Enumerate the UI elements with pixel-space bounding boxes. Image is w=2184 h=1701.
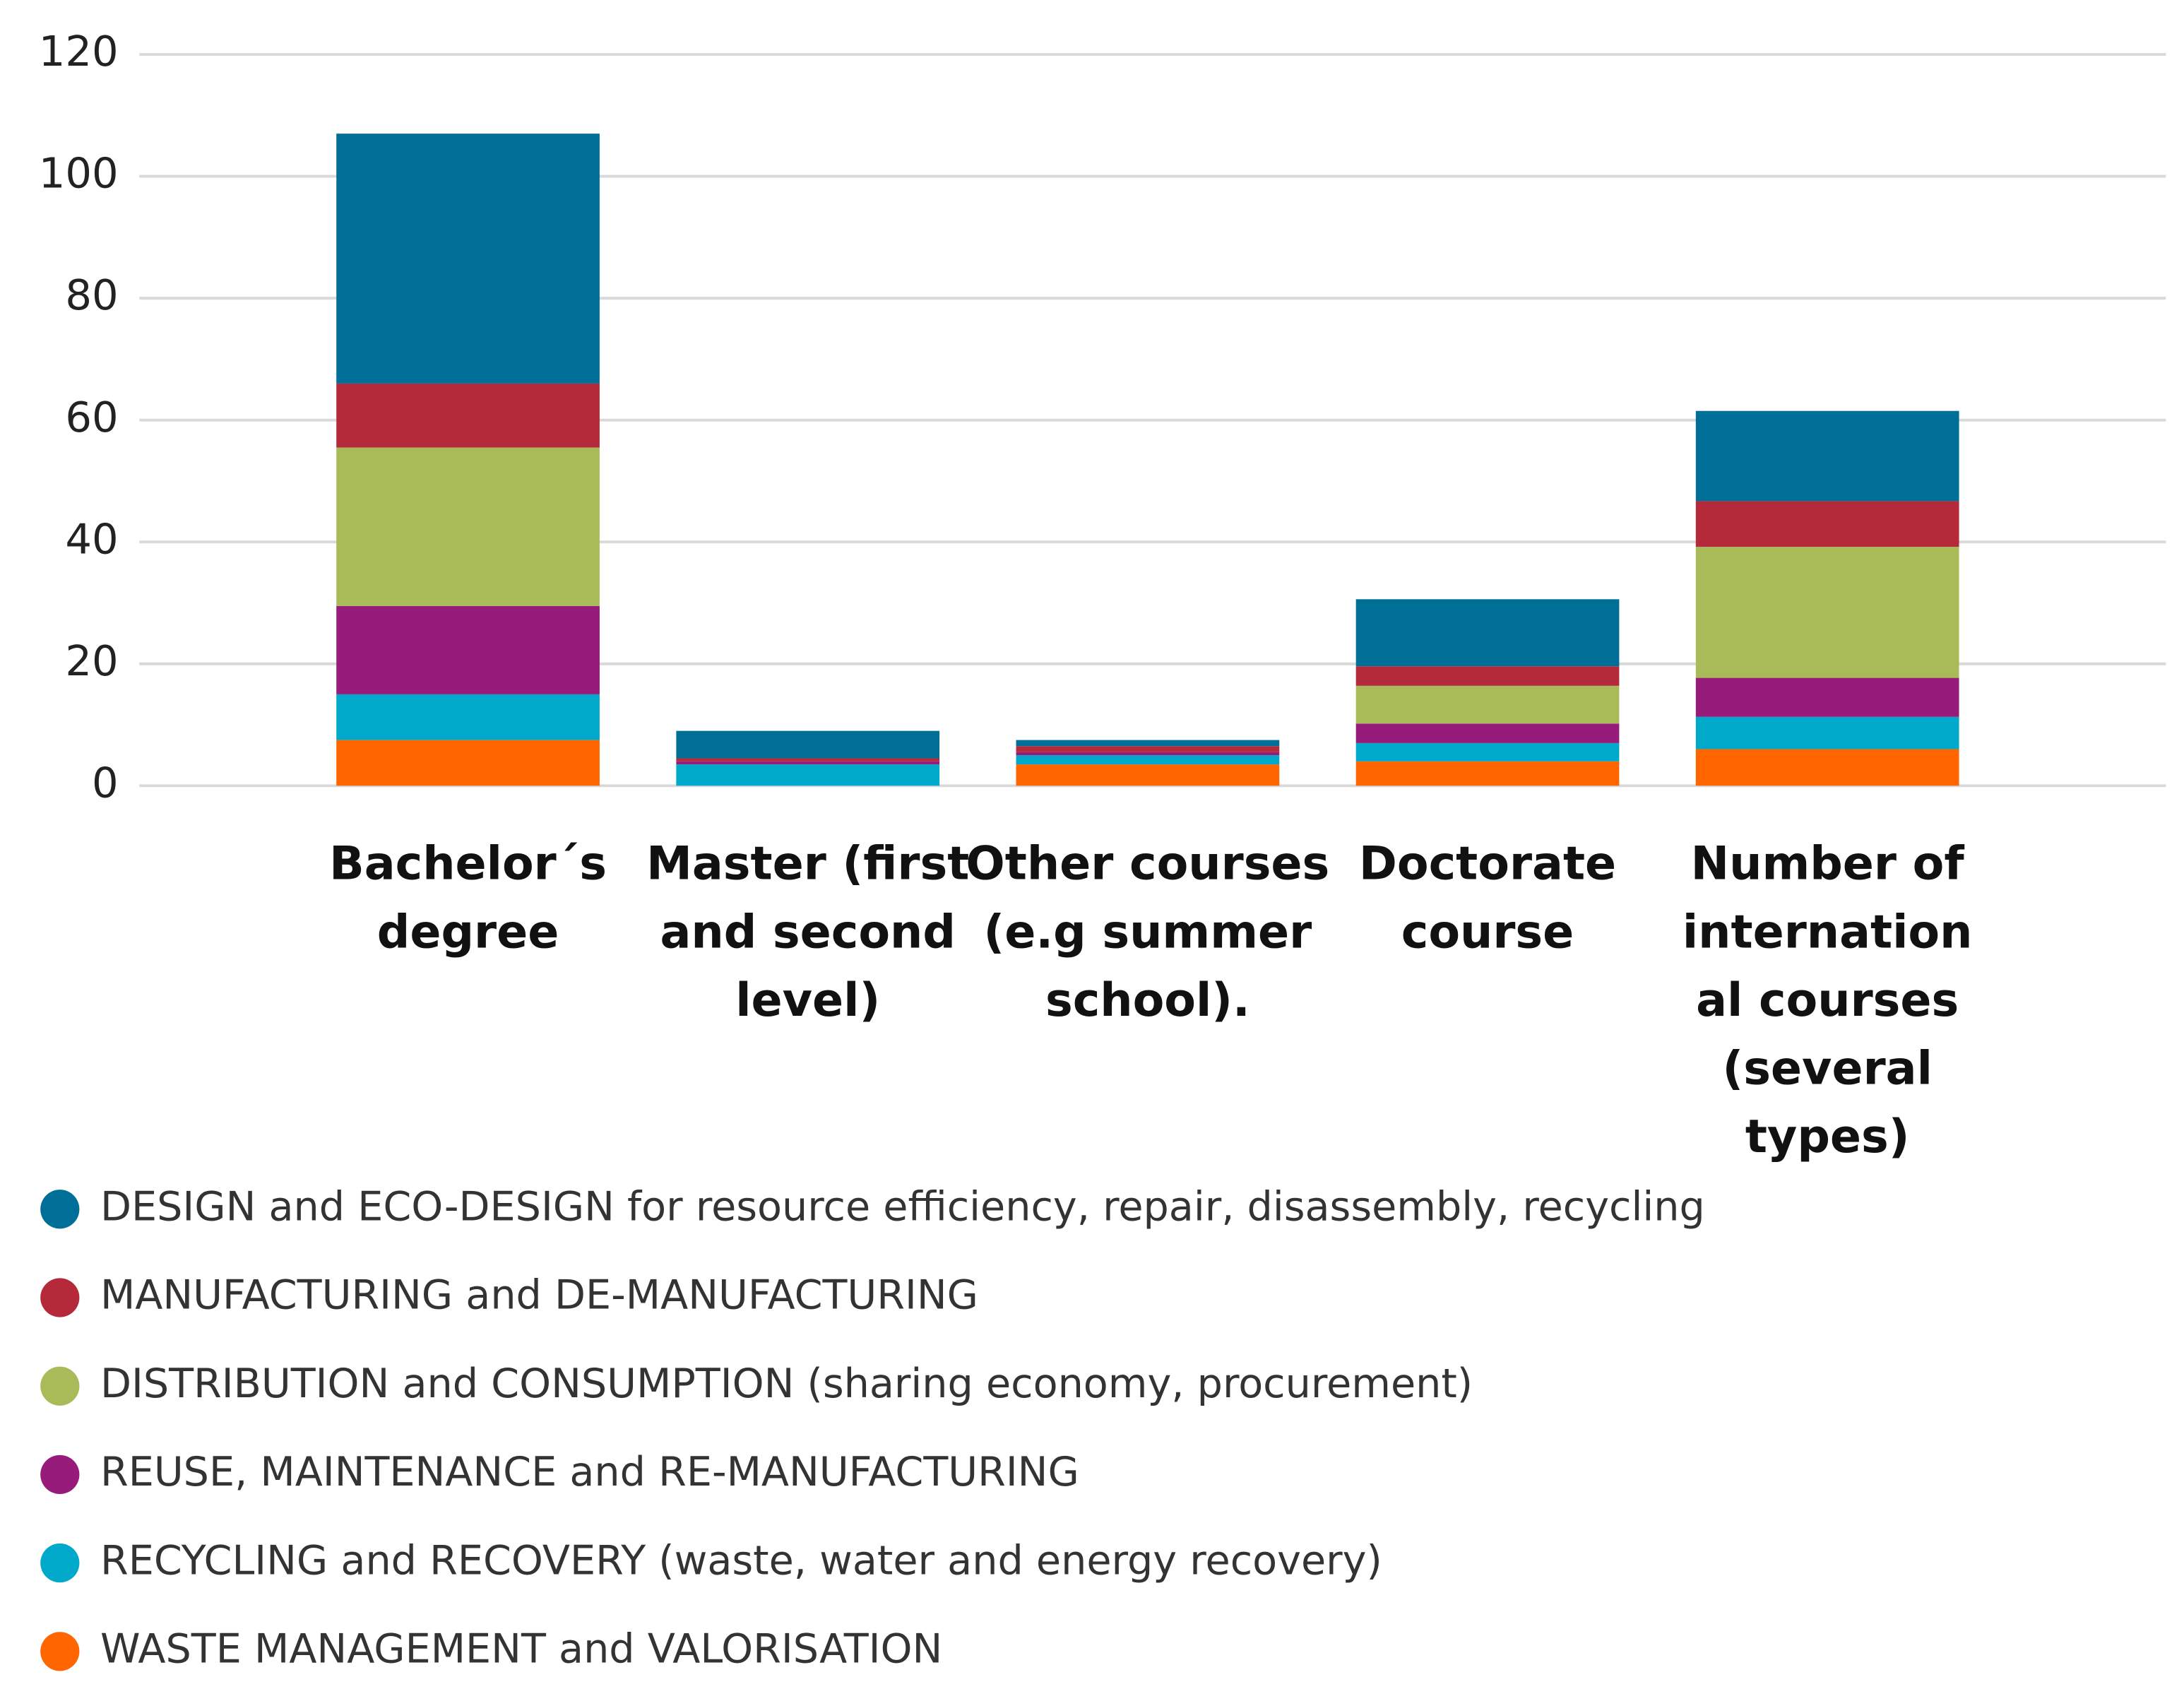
bar-segment [1695, 677, 1959, 717]
bar-segment [676, 758, 940, 761]
legend-marker [40, 1278, 80, 1317]
bar-segment [336, 694, 600, 740]
legend-label: DISTRIBUTION and CONSUMPTION (sharing ec… [100, 1361, 1473, 1407]
x-tick-label: Master (first and second level) [646, 838, 969, 1027]
bar-segment [676, 764, 940, 786]
bar-segment [1355, 761, 1620, 786]
bar-segment [336, 740, 600, 786]
bar-segment [1695, 501, 1959, 547]
bar-segment [1355, 742, 1620, 761]
legend-label: REUSE, MAINTENANCE and RE-MANUFACTURING [100, 1449, 1079, 1495]
legend-marker [40, 1366, 80, 1406]
x-tick-label: Bachelor´s degree [329, 838, 607, 959]
x-tick-label: Number of internation al courses (several ty… [1682, 838, 1973, 1164]
legend-label: MANUFACTURING and DE-MANUFACTURING [100, 1272, 978, 1319]
legend-marker [40, 1632, 80, 1671]
x-tick-label: Other courses (e.g summer school). [966, 838, 1329, 1027]
bar-segment [1355, 666, 1620, 686]
x-tick-label: Doctorate course [1359, 838, 1616, 959]
bar-segment [1695, 410, 1959, 502]
bar-segment [336, 383, 600, 448]
bar-segment [1016, 752, 1280, 756]
y-tick-label: 120 [39, 27, 119, 76]
bar-segment [676, 730, 940, 759]
bar-segment [336, 134, 600, 384]
legend-marker [40, 1190, 80, 1229]
bar-segment [336, 447, 600, 606]
bar-segment [336, 605, 600, 694]
bar-segment [1016, 755, 1280, 765]
bar-segment [1695, 547, 1959, 678]
bar-segment [1695, 749, 1959, 786]
legend-label: WASTE MANAGEMENT and VALORISATION [100, 1625, 942, 1672]
y-tick-label: 0 [92, 758, 119, 807]
legend-label: DESIGN and ECO-DESIGN for resource effic… [100, 1183, 1705, 1230]
y-tick-label: 20 [65, 636, 118, 685]
legend-label: RECYCLING and RECOVERY (waste, water and… [100, 1537, 1382, 1584]
bar-segment [1355, 685, 1620, 724]
bar-segment [1355, 723, 1620, 743]
bar-segment [1016, 746, 1280, 752]
legend-marker [40, 1454, 80, 1495]
bar-segment [1355, 599, 1620, 667]
y-tick-label: 60 [65, 393, 118, 441]
legend-marker [40, 1543, 80, 1583]
y-tick-label: 40 [65, 514, 118, 563]
bar-segment [1695, 716, 1959, 749]
bar-segment [1016, 764, 1280, 786]
bar-segment [676, 761, 940, 765]
y-tick-label: 80 [65, 271, 118, 319]
y-tick-label: 100 [39, 149, 119, 198]
bar-segment [1016, 740, 1280, 747]
